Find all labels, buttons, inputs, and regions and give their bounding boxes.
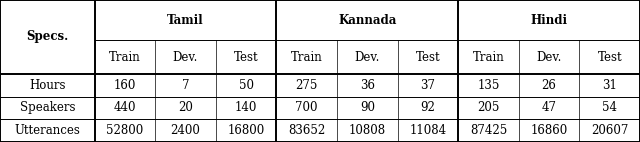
Text: Test: Test <box>234 51 259 64</box>
Text: 160: 160 <box>114 79 136 92</box>
Text: 36: 36 <box>360 79 375 92</box>
Text: 31: 31 <box>602 79 617 92</box>
Text: 92: 92 <box>420 101 435 114</box>
Text: Dev.: Dev. <box>536 51 562 64</box>
Text: Dev.: Dev. <box>355 51 380 64</box>
Text: Train: Train <box>109 51 141 64</box>
Text: Train: Train <box>472 51 504 64</box>
Text: Test: Test <box>597 51 622 64</box>
Text: 10808: 10808 <box>349 124 386 137</box>
Text: 52800: 52800 <box>106 124 143 137</box>
Text: Speakers: Speakers <box>20 101 75 114</box>
Text: Hours: Hours <box>29 79 65 92</box>
Text: 16800: 16800 <box>227 124 265 137</box>
Text: 54: 54 <box>602 101 617 114</box>
Text: 2400: 2400 <box>171 124 200 137</box>
Text: Train: Train <box>291 51 323 64</box>
Text: 140: 140 <box>235 101 257 114</box>
Text: 20607: 20607 <box>591 124 628 137</box>
Text: 37: 37 <box>420 79 435 92</box>
Text: 16860: 16860 <box>531 124 568 137</box>
Text: 205: 205 <box>477 101 500 114</box>
Text: Tamil: Tamil <box>167 14 204 27</box>
Text: 440: 440 <box>114 101 136 114</box>
Text: 275: 275 <box>296 79 318 92</box>
Text: Test: Test <box>415 51 440 64</box>
Text: 90: 90 <box>360 101 375 114</box>
Text: Utterances: Utterances <box>14 124 80 137</box>
Text: 700: 700 <box>296 101 318 114</box>
Text: 26: 26 <box>541 79 557 92</box>
Text: 11084: 11084 <box>410 124 447 137</box>
Text: Dev.: Dev. <box>173 51 198 64</box>
Text: 87425: 87425 <box>470 124 507 137</box>
Text: Kannada: Kannada <box>338 14 397 27</box>
Text: Hindi: Hindi <box>531 14 568 27</box>
Text: 47: 47 <box>541 101 557 114</box>
Text: 83652: 83652 <box>288 124 325 137</box>
Text: 20: 20 <box>178 101 193 114</box>
Text: 50: 50 <box>239 79 253 92</box>
Text: Specs.: Specs. <box>26 30 68 43</box>
Text: 135: 135 <box>477 79 500 92</box>
Text: 7: 7 <box>182 79 189 92</box>
